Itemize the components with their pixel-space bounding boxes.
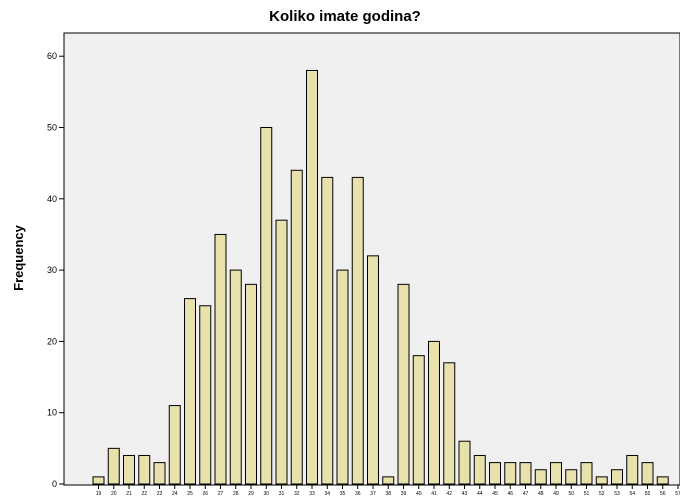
y-tick-label: 0: [52, 479, 57, 489]
x-tick-label: 29: [248, 491, 254, 497]
bar: [260, 127, 273, 485]
bar: [443, 362, 456, 485]
x-tick-label: 22: [141, 491, 147, 497]
bar: [626, 454, 639, 485]
bar: [412, 355, 425, 485]
y-tick-label: 60: [47, 51, 57, 61]
x-tick-label: 57: [675, 491, 680, 497]
x-tick-label: 38: [385, 491, 391, 497]
y-axis: 0 10 20 30 40 50 60: [47, 51, 64, 489]
y-axis-label: Frequency: [11, 224, 26, 291]
bar: [611, 469, 623, 485]
x-tick-label: 32: [294, 491, 300, 497]
x-axis: 19 20 21 22 23 24 25 26 27 28 29 30 31 32 33 34 35 36 37 38…: [96, 485, 680, 497]
x-tick-label: 50: [568, 491, 574, 497]
bar: [595, 476, 608, 485]
x-tick-label: 31: [279, 491, 285, 497]
x-tick-label: 47: [523, 491, 529, 497]
bar: [397, 283, 410, 485]
bar: [336, 269, 349, 485]
x-tick-label: 25: [187, 491, 193, 497]
bar: [184, 298, 196, 485]
bar: [168, 405, 181, 485]
chart-title: Koliko imate godina?: [269, 8, 421, 25]
x-tick-label: 28: [233, 491, 239, 497]
x-tick-label: 54: [629, 491, 635, 497]
bar: [123, 454, 135, 485]
bar: [306, 69, 318, 485]
x-tick-label: 45: [492, 491, 498, 497]
bar: [534, 469, 547, 485]
bar: [458, 440, 471, 485]
bar: [428, 340, 440, 485]
bar: [565, 469, 578, 485]
bar: [580, 462, 593, 485]
x-tick-label: 23: [157, 491, 163, 497]
x-tick-label: 36: [355, 491, 361, 497]
x-tick-label: 33: [309, 491, 315, 497]
bar: [199, 305, 212, 485]
y-tick-label: 30: [47, 265, 57, 275]
y-tick-label: 20: [47, 336, 57, 346]
bar: [367, 255, 379, 485]
bar: [382, 476, 395, 485]
bar: [321, 176, 334, 485]
y-tick-label: 10: [47, 408, 57, 418]
bar: [138, 454, 151, 485]
x-tick-label: 30: [263, 491, 269, 497]
bar: [489, 462, 501, 485]
x-tick-label: 24: [172, 491, 178, 497]
bar: [214, 233, 227, 485]
x-tick-label: 55: [645, 491, 651, 497]
x-tick-label: 56: [660, 491, 666, 497]
x-tick-label: 20: [111, 491, 117, 497]
x-tick-label: 21: [126, 491, 132, 497]
bar: [504, 462, 517, 485]
x-tick-label: 43: [462, 491, 468, 497]
x-tick-label: 37: [370, 491, 376, 497]
bar: [275, 219, 288, 485]
x-tick-label: 48: [538, 491, 544, 497]
x-tick-label: 26: [202, 491, 208, 497]
bar: [245, 283, 257, 485]
bar: [656, 476, 669, 485]
bar: [290, 169, 303, 485]
bar: [107, 447, 120, 485]
x-tick-label: 19: [96, 491, 102, 497]
bar: [641, 462, 654, 485]
x-tick-label: 39: [401, 491, 407, 497]
x-tick-label: 41: [431, 491, 437, 497]
x-tick-label: 35: [340, 491, 346, 497]
bar: [351, 176, 364, 485]
x-tick-label: 46: [507, 491, 513, 497]
x-tick-label: 49: [553, 491, 559, 497]
bar: [92, 476, 105, 485]
x-tick-label: 44: [477, 491, 483, 497]
bar: [550, 462, 562, 485]
bar: [153, 462, 166, 485]
x-tick-label: 53: [614, 491, 620, 497]
x-tick-label: 52: [599, 491, 605, 497]
x-tick-label: 40: [416, 491, 422, 497]
bar: [229, 269, 242, 485]
bars: [92, 69, 669, 485]
y-tick-label: 50: [47, 123, 57, 133]
bar: [473, 454, 486, 485]
x-tick-label: 42: [446, 491, 452, 497]
bar: [519, 462, 532, 485]
x-tick-label: 27: [218, 491, 224, 497]
y-tick-label: 40: [47, 194, 57, 204]
x-tick-label: 51: [584, 491, 590, 497]
x-tick-label: 34: [324, 491, 330, 497]
